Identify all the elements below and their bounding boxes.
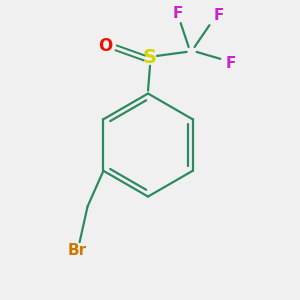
- Text: F: F: [172, 6, 183, 21]
- Text: F: F: [213, 8, 224, 23]
- Text: S: S: [143, 48, 157, 68]
- Text: Br: Br: [68, 243, 87, 258]
- Text: O: O: [98, 37, 112, 55]
- Text: F: F: [226, 56, 236, 71]
